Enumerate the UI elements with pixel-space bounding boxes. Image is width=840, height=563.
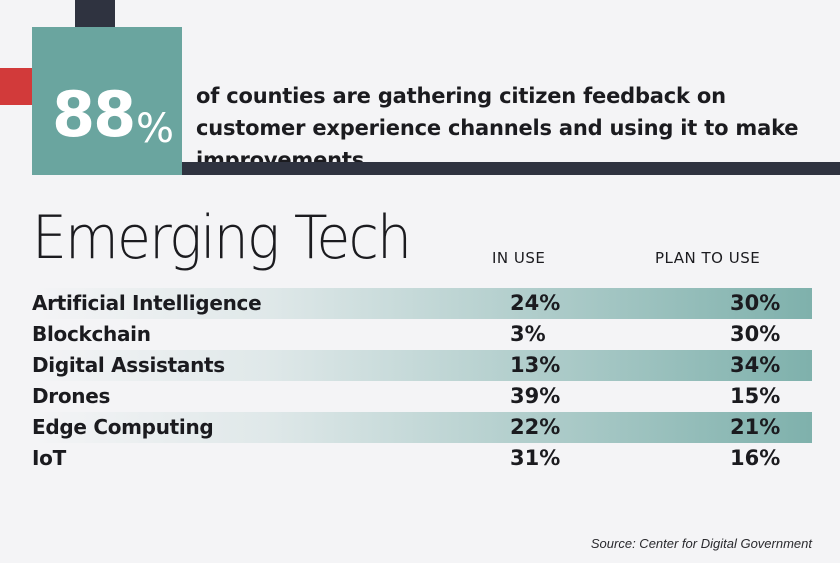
table-row: Digital Assistants 13% 34% <box>0 350 840 381</box>
table-row: Drones 39% 15% <box>0 381 840 412</box>
row-in-use-value: 22% <box>510 415 561 439</box>
row-plan-value: 21% <box>730 415 781 439</box>
row-label: Artificial Intelligence <box>32 291 262 315</box>
table-row: Blockchain 3% 30% <box>0 319 840 350</box>
row-label: IoT <box>32 446 66 470</box>
column-header-in-use: IN USE <box>492 249 546 267</box>
row-plan-value: 34% <box>730 353 781 377</box>
row-in-use-value: 3% <box>510 322 546 346</box>
table-row: IoT 31% 16% <box>0 443 840 474</box>
row-highlight-band <box>32 288 812 319</box>
stat-percent-sign: % <box>136 106 175 152</box>
top-accent-block <box>75 0 115 27</box>
stat-description: of counties are gathering citizen feedba… <box>196 84 799 172</box>
row-in-use-value: 31% <box>510 446 561 470</box>
row-plan-value: 16% <box>730 446 781 470</box>
stat-number: 88 <box>52 78 136 151</box>
row-plan-value: 30% <box>730 322 781 346</box>
row-label: Edge Computing <box>32 415 214 439</box>
row-highlight-band <box>32 350 812 381</box>
table-row: Edge Computing 22% 21% <box>0 412 840 443</box>
row-plan-value: 30% <box>730 291 781 315</box>
row-label: Digital Assistants <box>32 353 225 377</box>
row-in-use-value: 39% <box>510 384 561 408</box>
row-plan-value: 15% <box>730 384 781 408</box>
tech-table: Artificial Intelligence 24% 30% Blockcha… <box>0 288 840 474</box>
row-in-use-value: 13% <box>510 353 561 377</box>
section-title: Emerging Tech <box>32 203 412 273</box>
red-accent-block <box>0 68 36 105</box>
source-citation: Source: Center for Digital Government <box>590 536 812 551</box>
column-header-plan-to-use: PLAN TO USE <box>655 249 761 267</box>
row-label: Blockchain <box>32 322 151 346</box>
header-divider-bar <box>182 162 840 175</box>
row-highlight-band <box>32 412 812 443</box>
stat-box <box>32 27 182 175</box>
row-in-use-value: 24% <box>510 291 561 315</box>
row-label: Drones <box>32 384 111 408</box>
table-row: Artificial Intelligence 24% 30% <box>0 288 840 319</box>
